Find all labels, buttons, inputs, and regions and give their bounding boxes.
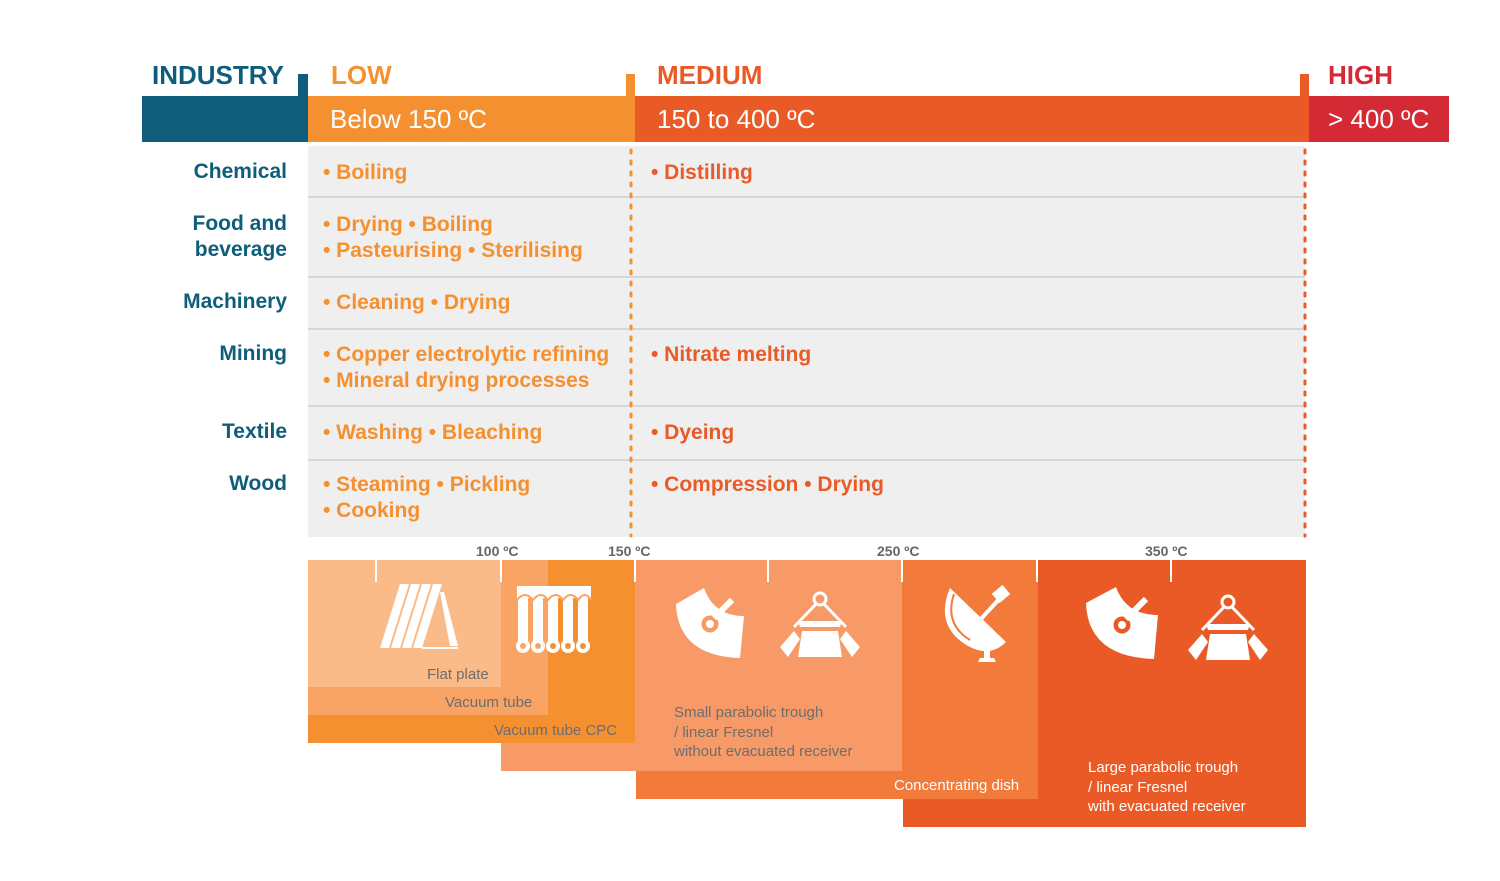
row-separator <box>308 459 1305 461</box>
food-low-processes: • Drying • Boiling • Pasteurising • Ster… <box>323 212 583 264</box>
row-label-line: beverage <box>194 238 287 261</box>
tick-mark <box>500 560 502 582</box>
parabolic-trough-icon <box>1086 585 1158 659</box>
textile-low-processes: • Washing • Bleaching <box>323 421 543 444</box>
row-separator <box>308 196 1305 198</box>
chemical-low-processes: • Boiling <box>323 161 408 184</box>
table-background <box>308 146 1305 537</box>
row-label-line: Food and <box>192 212 287 235</box>
flat-plate-label: Flat plate <box>427 666 489 683</box>
tick-mark <box>1036 560 1038 582</box>
tick-mark <box>634 560 636 582</box>
industry-notch <box>298 74 308 98</box>
industry-header: INDUSTRY <box>152 60 284 90</box>
vacuum-tube-cpc-label: Vacuum tube CPC <box>494 722 618 739</box>
industry-band <box>142 96 308 142</box>
row-separator <box>308 405 1305 407</box>
concentrating-dish-icon <box>944 584 1011 662</box>
tick-150: 150 ºC <box>608 543 651 559</box>
tick-mark <box>901 560 903 582</box>
low-header: LOW <box>331 60 392 90</box>
linear-fresnel-icon <box>1188 594 1268 660</box>
label-line: Large parabolic trough <box>1088 759 1239 776</box>
textile-medium-processes: • Dyeing <box>651 421 735 444</box>
label-line: / linear Fresnel <box>1088 778 1188 796</box>
parabolic-trough-icon <box>676 586 744 658</box>
flat-plate-collector-icon <box>380 584 458 649</box>
mining-medium-processes: • Nitrate melting <box>651 343 812 366</box>
low-notch <box>626 74 635 98</box>
wood-medium-processes: • Compression • Drying <box>651 473 884 496</box>
row-label-food-and-beverage: Food and beverage <box>193 211 287 263</box>
row-label-mining: Mining <box>219 342 287 365</box>
process-line: • Steaming • Pickling <box>323 473 531 496</box>
process-line: • Drying • Boiling <box>323 213 493 236</box>
high-header: HIGH <box>1328 60 1393 90</box>
linear-fresnel-icon <box>780 591 860 657</box>
medium-header: MEDIUM <box>657 60 763 90</box>
tick-mark <box>1170 560 1172 582</box>
medium-notch <box>1300 74 1309 98</box>
process-line: • Cooking <box>323 499 421 522</box>
vacuum-tube-label: Vacuum tube <box>445 694 533 711</box>
tick-mark <box>767 560 769 582</box>
row-label-machinery: Machinery <box>183 290 287 313</box>
large-trough-label: Large parabolic trough / linear Fresnel … <box>1088 758 1246 817</box>
row-separator <box>308 276 1305 278</box>
process-line: • Pasteurising • Sterilising <box>323 239 583 262</box>
small-trough-label: Small parabolic trough / linear Fresnel … <box>674 703 852 762</box>
row-separator <box>308 328 1305 330</box>
wood-low-processes: • Steaming • Pickling • Cooking <box>323 472 530 524</box>
row-label-chemical: Chemical <box>193 160 287 183</box>
medium-range-band: 150 to 400 ºC <box>635 96 1309 142</box>
medium-high-divider <box>1303 148 1307 538</box>
label-line: Small parabolic trough <box>674 704 824 721</box>
high-range-band: > 400 ºC <box>1309 96 1449 142</box>
tick-350: 350 ºC <box>1145 543 1188 559</box>
tick-mark <box>375 560 377 582</box>
label-line: with evacuated receiver <box>1088 798 1246 815</box>
tick-250: 250 ºC <box>877 543 920 559</box>
row-label-textile: Textile <box>222 420 287 443</box>
chemical-medium-processes: • Distilling <box>651 161 753 184</box>
label-line: / linear Fresnel <box>674 723 774 741</box>
concentrating-dish-label: Concentrating dish <box>894 777 1020 794</box>
row-label-wood: Wood <box>229 472 287 495</box>
machinery-low-processes: • Cleaning • Drying <box>323 291 511 314</box>
process-line: • Mineral drying processes <box>323 369 590 392</box>
mining-low-processes: • Copper electrolytic refining • Mineral… <box>323 342 609 394</box>
vacuum-tube-collector-icon <box>516 586 592 653</box>
label-line: without evacuated receiver <box>674 743 853 760</box>
tick-100: 100 ºC <box>476 543 519 559</box>
low-medium-divider <box>629 148 633 538</box>
process-line: • Copper electrolytic refining <box>323 343 610 366</box>
low-range-band: Below 150 ºC <box>308 96 635 142</box>
